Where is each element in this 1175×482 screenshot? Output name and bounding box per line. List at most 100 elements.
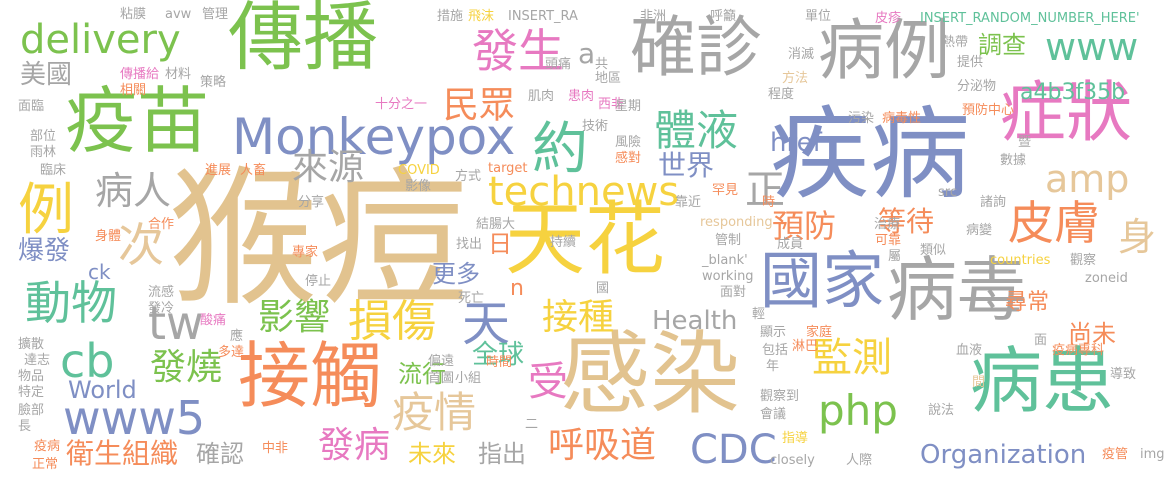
word: 患肉 [568,89,595,104]
word: 病毒 [887,249,1027,331]
word: 類似 [920,243,947,258]
word: 措施 [437,9,464,24]
word: 小組 [455,371,482,386]
word: 風險 [615,135,642,150]
word: 皮膚 [1008,196,1100,250]
word: 疫情 [392,388,477,437]
word: closely [770,453,815,468]
word: 方法 [782,71,809,86]
word: 身 [1118,215,1157,259]
word: 十分之一 [375,97,428,112]
word: 提供 [957,55,984,70]
word: 應 [230,329,244,344]
word: 觀察到 [760,389,800,404]
word: 長 [18,419,32,434]
word: Health [652,306,738,336]
word: countries [990,253,1051,268]
word: 影響 [258,297,331,338]
word: 發生 [472,24,564,78]
word: 時 [762,195,776,210]
word: avw [165,7,192,22]
word: 偏遠 [428,354,455,369]
word: 正常 [32,457,59,472]
word: target [488,161,528,176]
word: 病毒性 [882,111,922,126]
word: 肌肉 [528,89,555,104]
word: 非洲 [640,9,667,24]
word: 病例 [818,12,950,89]
word: 時間 [486,355,513,370]
word: www [1045,25,1139,69]
word: 臉部 [18,403,45,418]
word: 天 [462,296,511,352]
word: 國 [596,281,610,296]
word: 分享 [298,195,325,210]
word: _blank' [702,253,748,268]
word: 接觸 [238,334,383,418]
word: 體液 [654,106,739,155]
word: 損傷 [348,296,436,347]
word: 熱帶 [942,35,969,50]
word: 相關 [120,83,147,98]
word: 爆發 [18,236,71,266]
word: 多達 [218,345,245,360]
word: 部位 [30,129,57,144]
word: cb [60,334,115,388]
word: 疾病 [770,96,970,213]
word: technews [488,169,680,215]
word: 病患 [970,339,1115,423]
word: 天花 [505,193,665,286]
word: 猴痘 [168,153,469,327]
word: img [1140,447,1165,462]
word: 治療 [874,217,901,232]
word: 面 [1034,333,1048,348]
word: 策略 [200,75,227,90]
word: 感對 [615,151,642,166]
word: 次 [118,218,164,272]
word: 流感 [148,285,175,300]
word: 酸痛 [200,313,227,328]
word: 分泌物 [957,79,997,94]
word: 衛生組織 [66,437,179,470]
word: Organization [920,440,1087,470]
word: 確認 [196,440,244,468]
word: 尋常 [1005,290,1050,315]
word: 可靠 [875,233,902,248]
word: 皮疹 [875,11,902,26]
word: 尚未 [1068,320,1116,348]
word: 指導 [782,431,809,446]
word: 傳播 [228,0,379,81]
word: 頭痛 [545,57,572,72]
word: 管理 [202,7,229,22]
word: src [938,185,957,200]
word: amp [1045,157,1130,201]
word: 罕見 [712,183,739,198]
word: 受 [528,359,568,405]
word: 特定 [18,385,45,400]
word: delivery [20,17,181,63]
word: 方式 [455,169,482,184]
word: 輕 [752,307,766,322]
word: 等待 [878,205,935,238]
word: 中非 [262,441,289,456]
word: 暨 [1018,135,1032,150]
word: 指出 [478,440,526,468]
word: 達志 [24,353,51,368]
word: 成員 [777,237,804,252]
word: 呼籲 [710,9,737,24]
word: www5 [63,391,206,445]
word: 國家 [760,244,885,317]
word: 共 [595,57,609,72]
word: 粘膜 [120,7,147,22]
word: href [770,128,822,158]
word: 包括 [762,343,789,358]
word: tw [148,296,204,350]
word: 呼吸道 [548,425,657,466]
word: 數據 [1000,153,1027,168]
word: 材料 [165,67,192,82]
word: 顯示 [760,325,787,340]
word: 美國 [20,60,73,90]
word: 流行 [398,360,446,388]
word: 擴散 [18,337,45,352]
